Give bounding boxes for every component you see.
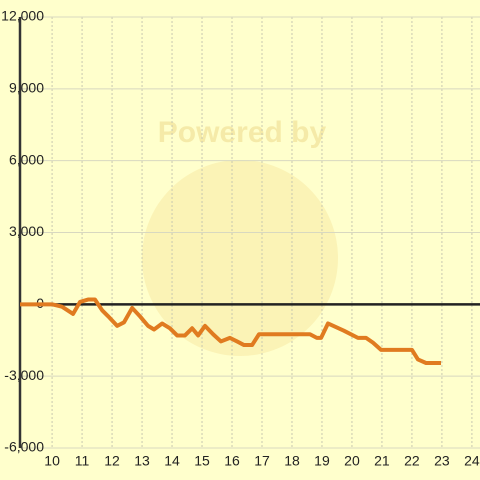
x-tick-label: 19 <box>314 453 330 469</box>
y-tick-label: -6,000 <box>4 439 44 455</box>
x-tick-label: 18 <box>284 453 300 469</box>
x-tick-label: 13 <box>134 453 150 469</box>
x-tick-label: 21 <box>374 453 390 469</box>
x-tick-label: 14 <box>164 453 180 469</box>
x-tick-label: 23 <box>434 453 450 469</box>
x-tick-label: 22 <box>404 453 420 469</box>
x-tick-label: 15 <box>194 453 210 469</box>
x-tick-label: 20 <box>344 453 360 469</box>
y-tick-label: 12,000 <box>1 8 44 24</box>
watermark: Powered by <box>158 116 327 149</box>
x-tick-label: 24 <box>464 453 480 469</box>
x-tick-label: 16 <box>224 453 240 469</box>
x-tick-label: 12 <box>104 453 120 469</box>
x-tick-label: 17 <box>254 453 270 469</box>
data-line <box>20 297 442 365</box>
x-tick-label: 11 <box>75 453 90 469</box>
watermark-logo <box>142 160 338 356</box>
y-tick-label: -3,000 <box>4 367 44 383</box>
y-tick-label: 3,000 <box>9 223 44 239</box>
y-tick-label: 9,000 <box>9 80 44 96</box>
x-tick-label: 10 <box>44 453 60 469</box>
y-tick-label: 6,000 <box>9 151 44 167</box>
